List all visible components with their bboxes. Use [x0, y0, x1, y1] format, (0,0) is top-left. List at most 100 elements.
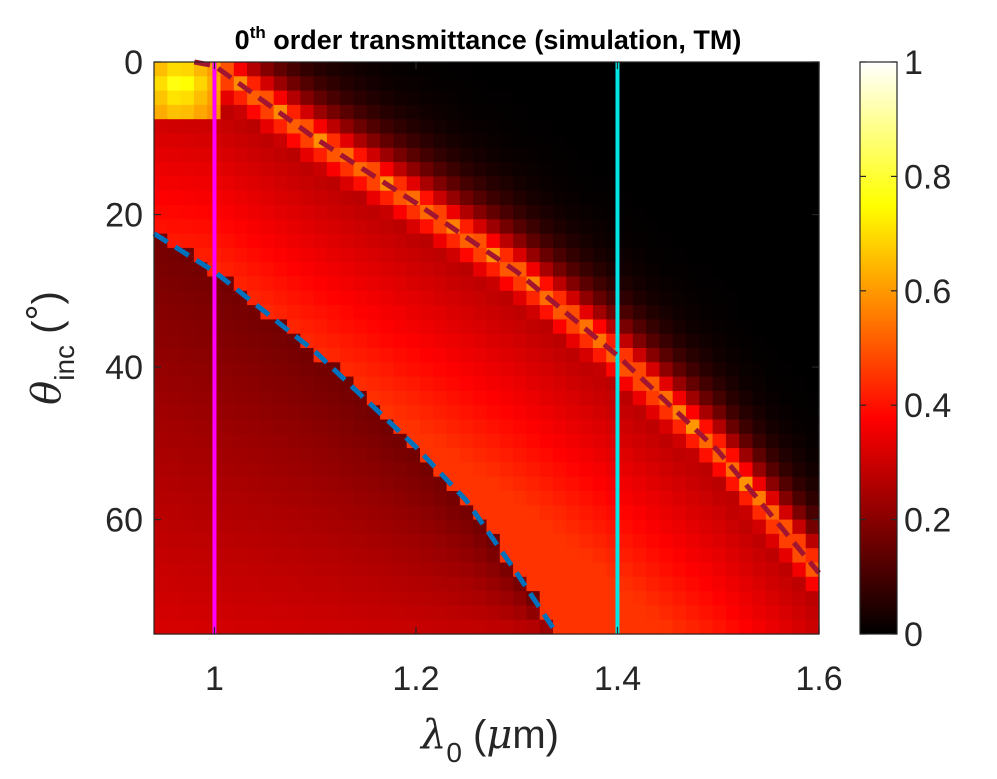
- heatmap-cell: [526, 405, 541, 421]
- heatmap-cell: [326, 348, 341, 363]
- heatmap-cell: [659, 505, 674, 521]
- heatmap-cell: [712, 562, 727, 578]
- heatmap-cell: [752, 233, 767, 249]
- heatmap-cell: [247, 533, 261, 549]
- heatmap-cell: [233, 319, 248, 335]
- heatmap-cell: [553, 233, 567, 249]
- heatmap-cell: [380, 119, 394, 135]
- heatmap-cell: [646, 62, 660, 77]
- heatmap-cell: [420, 319, 434, 335]
- heatmap-cell: [499, 62, 514, 77]
- heatmap-cell: [765, 348, 780, 363]
- heatmap-cell: [739, 276, 754, 292]
- heatmap-cell: [486, 162, 501, 177]
- heatmap-cell: [672, 247, 687, 263]
- heatmap-cell: [765, 176, 780, 192]
- heatmap-cell: [553, 362, 567, 378]
- heatmap-cell: [699, 591, 714, 606]
- heatmap-cell: [353, 548, 368, 564]
- heatmap-cell: [300, 305, 315, 320]
- heatmap-cell: [659, 205, 674, 220]
- heatmap-cell: [220, 533, 235, 549]
- heatmap-cell: [486, 319, 501, 335]
- heatmap-cell: [393, 576, 408, 592]
- heatmap-cell: [792, 247, 807, 263]
- heatmap-cell: [499, 290, 514, 306]
- heatmap-cell: [499, 576, 514, 592]
- heatmap-cell: [765, 62, 780, 77]
- heatmap-cell: [446, 619, 461, 635]
- heatmap-cell: [499, 104, 514, 120]
- heatmap-cell: [592, 476, 607, 492]
- heatmap-cell: [659, 533, 674, 549]
- heatmap-cell: [566, 76, 581, 92]
- heatmap-cell: [420, 219, 434, 235]
- heatmap-cell: [553, 333, 567, 349]
- heatmap-cell: [566, 262, 581, 278]
- heatmap-cell: [539, 433, 554, 449]
- heatmap-cell: [779, 605, 793, 621]
- heatmap-cell: [592, 448, 607, 463]
- heatmap-cell: [553, 262, 567, 278]
- heatmap-cell: [792, 219, 807, 235]
- heatmap-cell: [659, 333, 674, 349]
- heatmap-cell: [499, 276, 514, 292]
- heatmap-cell: [446, 390, 461, 406]
- heatmap-cell: [592, 390, 607, 406]
- heatmap-cell: [273, 333, 288, 349]
- heatmap-cell: [686, 519, 700, 535]
- heatmap-cell: [260, 476, 275, 492]
- heatmap-cell: [699, 190, 714, 206]
- heatmap-cell: [326, 90, 341, 106]
- heatmap-cell: [566, 576, 581, 592]
- heatmap-cell: [273, 76, 288, 92]
- heatmap-cell: [526, 205, 541, 220]
- heatmap-cell: [273, 519, 288, 535]
- heatmap-cell: [313, 104, 328, 120]
- heatmap-cell: [619, 519, 634, 535]
- heatmap-cell: [659, 548, 674, 564]
- heatmap-cell: [686, 76, 700, 92]
- heatmap-cell: [646, 505, 660, 521]
- heatmap-cell: [420, 76, 434, 92]
- heatmap-cell: [553, 419, 567, 435]
- heatmap-cell: [380, 147, 394, 163]
- heatmap-cell: [805, 362, 820, 378]
- heatmap-cell: [393, 290, 408, 306]
- heatmap-cell: [273, 376, 288, 392]
- heatmap-cell: [632, 319, 647, 335]
- heatmap-cell: [672, 147, 687, 163]
- heatmap-cell: [792, 319, 807, 335]
- heatmap-cell: [260, 533, 275, 549]
- heatmap-cell: [433, 562, 448, 578]
- heatmap-cell: [752, 476, 767, 492]
- heatmap-cell: [366, 548, 381, 564]
- heatmap-cell: [473, 533, 488, 549]
- heatmap-cell: [273, 348, 288, 363]
- heatmap-cell: [380, 376, 394, 392]
- heatmap-cell: [699, 390, 714, 406]
- heatmap-cell: [672, 333, 687, 349]
- heatmap-cell: [193, 276, 208, 292]
- heatmap-cell: [686, 576, 700, 592]
- heatmap-cell: [406, 362, 421, 378]
- heatmap-cell: [326, 319, 341, 335]
- heatmap-cell: [326, 76, 341, 92]
- heatmap-cell: [433, 390, 448, 406]
- heatmap-cell: [420, 262, 434, 278]
- heatmap-cell: [632, 462, 647, 478]
- heatmap-cell: [180, 333, 195, 349]
- heatmap-cell: [233, 562, 248, 578]
- heatmap-cell: [672, 133, 687, 149]
- heatmap-cell: [446, 405, 461, 421]
- heatmap-cell: [154, 533, 168, 549]
- heatmap-cell: [739, 533, 754, 549]
- heatmap-cell: [287, 505, 301, 521]
- heatmap-cell: [486, 290, 501, 306]
- heatmap-cell: [486, 119, 501, 135]
- heatmap-cell: [646, 448, 660, 463]
- heatmap-cell: [539, 376, 554, 392]
- heatmap-cell: [420, 176, 434, 192]
- heatmap-cell: [446, 290, 461, 306]
- heatmap-cell: [752, 548, 767, 564]
